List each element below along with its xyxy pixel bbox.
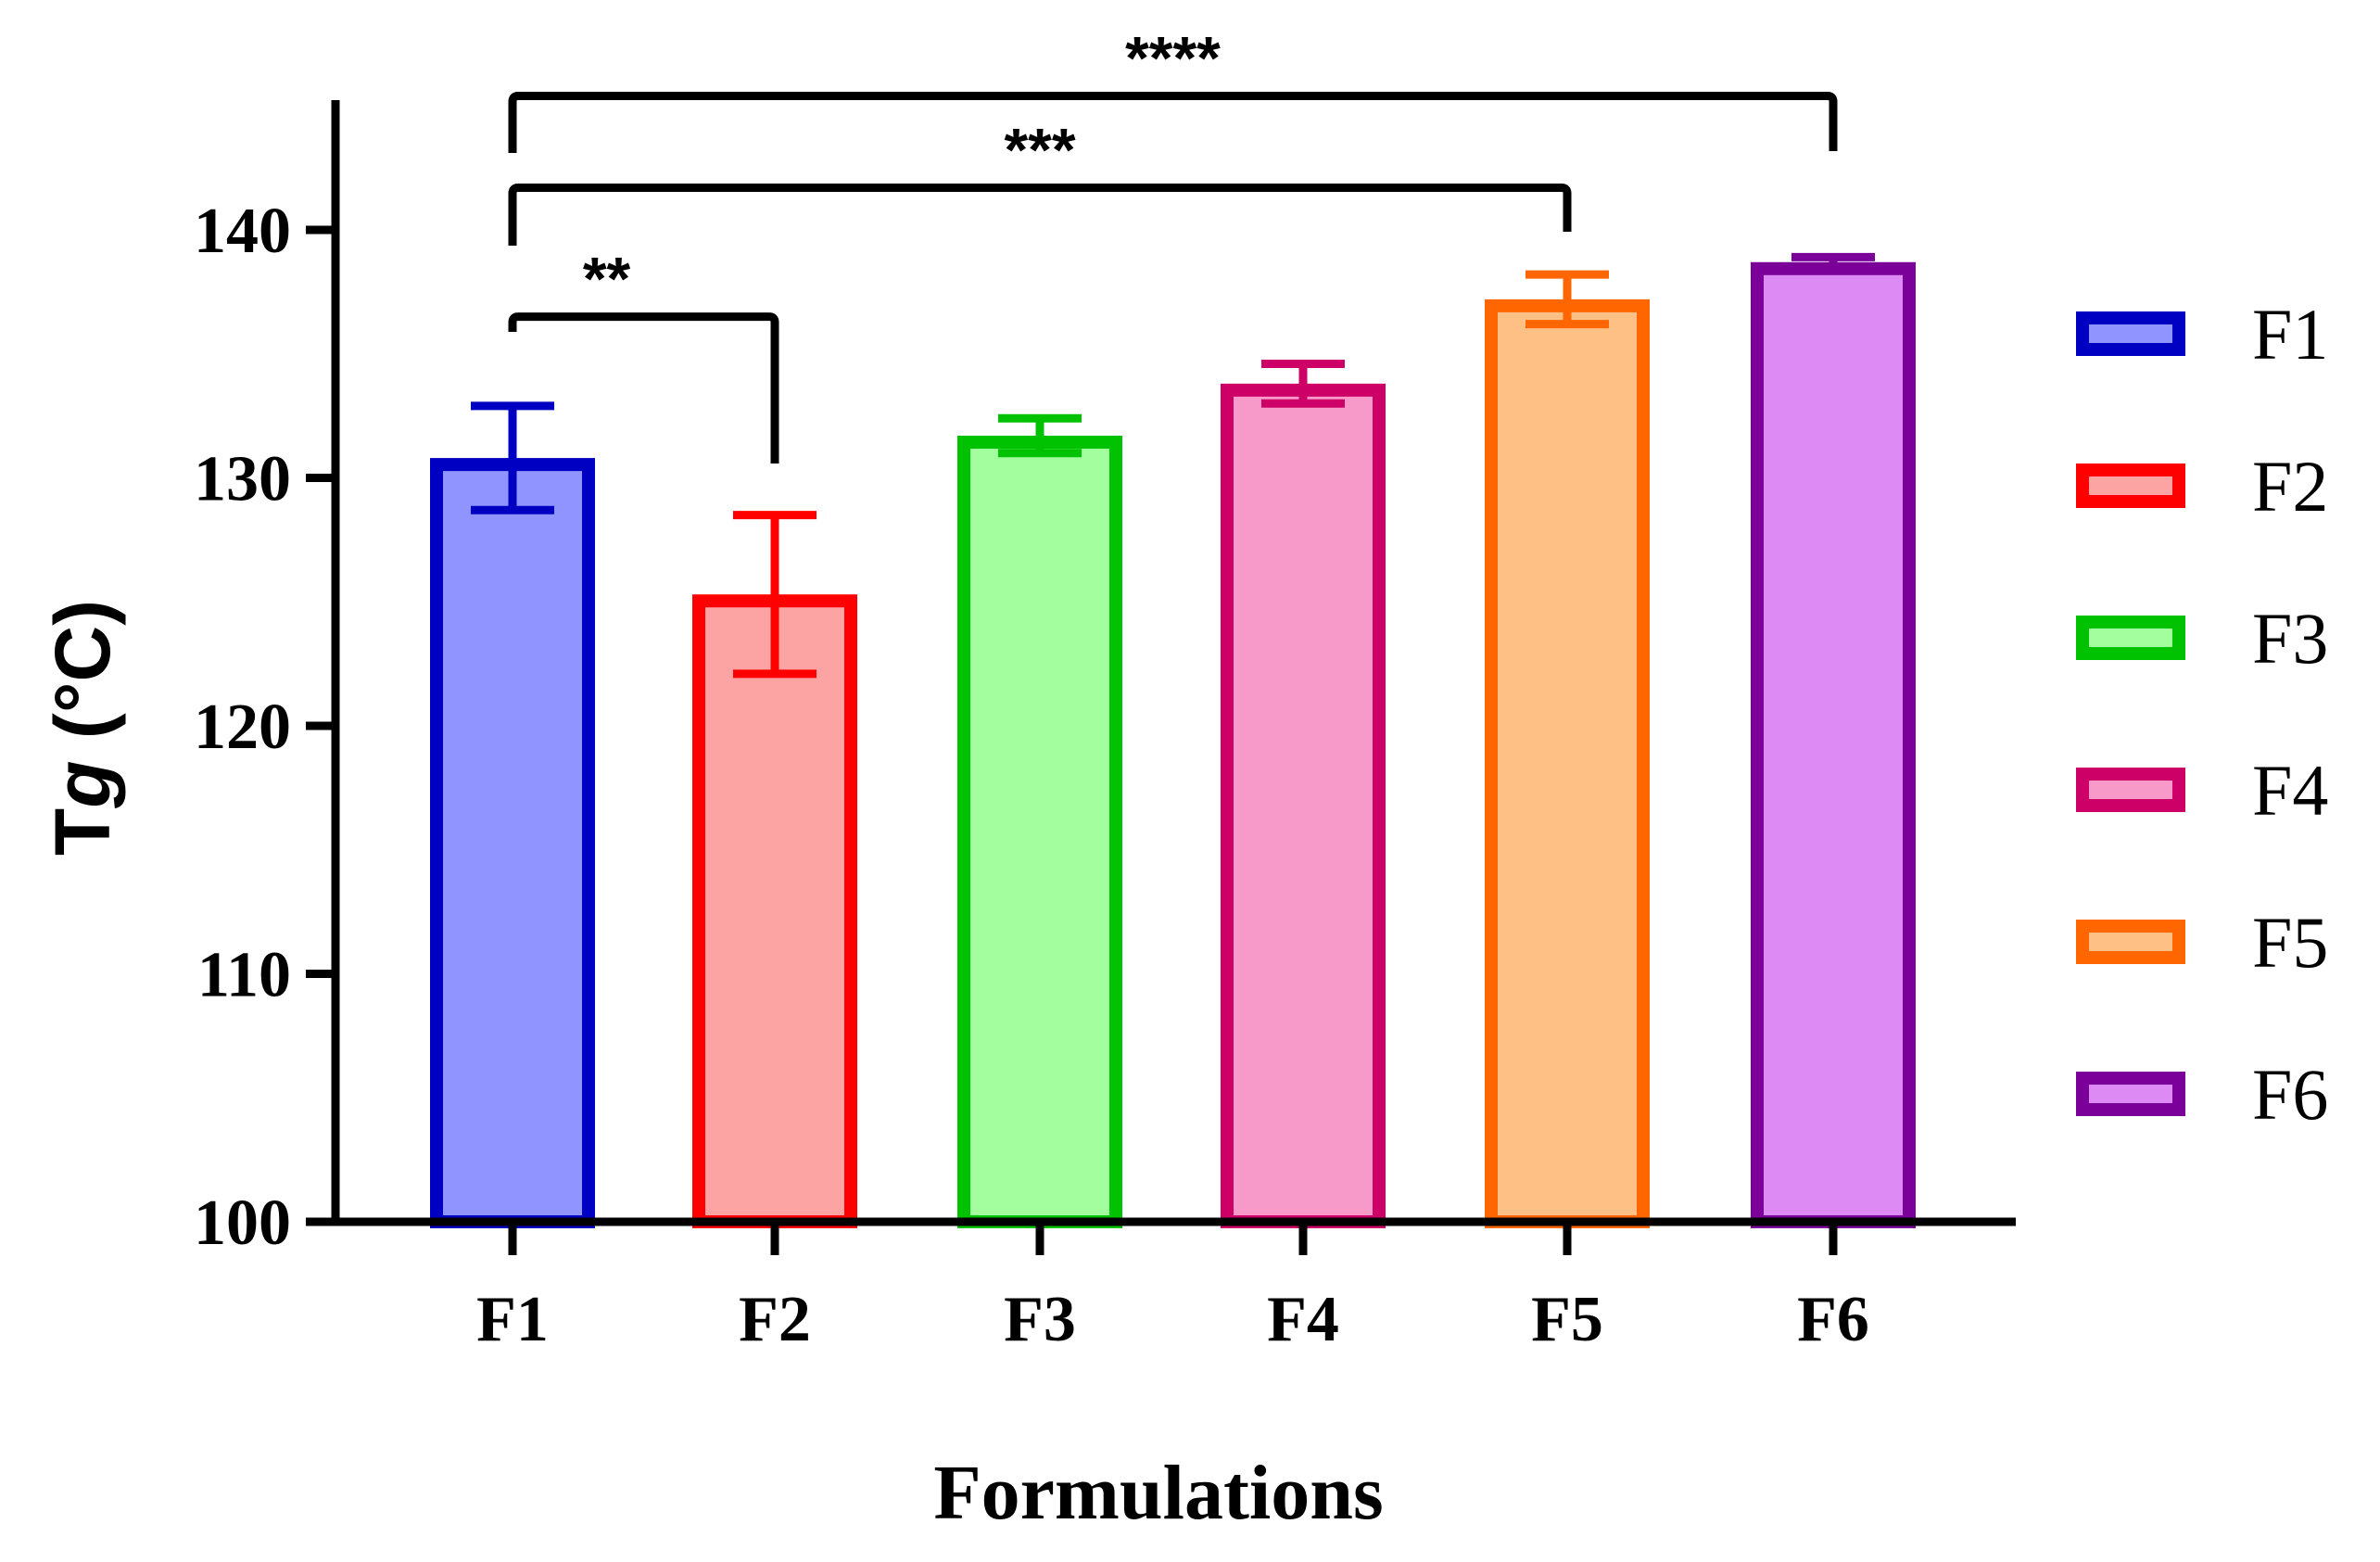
- axes-layer: 100 110 120 130 140 F1 F2 F3 F4 F5 F6: [194, 100, 2016, 1355]
- y-tick-label: 140: [194, 196, 291, 267]
- significance-layer: *********: [508, 24, 1838, 464]
- legend-item-f2: F2: [2076, 446, 2328, 527]
- significance-line: [508, 92, 1838, 153]
- x-tick-label-f6: F6: [1797, 1284, 1869, 1355]
- legend-item-f1: F1: [2076, 294, 2328, 375]
- x-tick-label-f2: F2: [739, 1284, 811, 1355]
- significance-bracket-f1-f6: ****: [508, 24, 1838, 153]
- y-axis-title-suffix: (°C): [39, 600, 126, 761]
- legend-label: F2: [2252, 446, 2328, 527]
- bar-f4: [1221, 383, 1386, 1229]
- significance-bracket-f1-f2: **: [508, 245, 779, 464]
- y-tick-label: 100: [194, 1187, 291, 1259]
- x-tick-label-f5: F5: [1531, 1284, 1603, 1355]
- y-tick-label: 110: [197, 940, 291, 1011]
- legend-item-f3: F3: [2076, 598, 2328, 679]
- y-axis-title-italic: g: [39, 760, 126, 808]
- significance-line: [508, 184, 1572, 246]
- bars-layer: [430, 261, 1916, 1229]
- error-bars-layer: [471, 252, 1875, 679]
- bar-f3: [957, 436, 1122, 1228]
- legend-item-f4: F4: [2076, 750, 2328, 831]
- bar-f5: [1485, 298, 1650, 1228]
- legend: F1 F2 F3 F4 F5 F6: [2076, 294, 2328, 1135]
- y-tick-label: 120: [194, 692, 291, 763]
- significance-label: **: [583, 245, 631, 313]
- legend-item-f5: F5: [2076, 902, 2328, 983]
- legend-label: F1: [2252, 294, 2328, 375]
- legend-swatch: [2076, 464, 2185, 508]
- legend-label: F6: [2252, 1054, 2328, 1135]
- significance-line: [508, 312, 779, 464]
- x-tick-label-f4: F4: [1267, 1284, 1339, 1355]
- x-tick-label-f3: F3: [1004, 1284, 1076, 1355]
- error-bar-f6: [1791, 252, 1875, 272]
- legend-item-f6: F6: [2076, 1054, 2328, 1135]
- significance-bracket-f1-f5: ***: [508, 116, 1572, 246]
- bar-f6: [1751, 261, 1916, 1228]
- error-bar-f3: [998, 413, 1082, 458]
- y-tick-label: 130: [194, 444, 291, 515]
- y-axis-title-prefix: T: [39, 808, 126, 856]
- legend-swatch: [2076, 920, 2185, 964]
- bar-f2: [692, 594, 857, 1228]
- x-axis-title: Formulations: [933, 1450, 1383, 1536]
- legend-label: F3: [2252, 598, 2328, 679]
- legend-swatch: [2076, 768, 2185, 812]
- error-bar-f2: [733, 511, 817, 679]
- y-axis-title: Tg (°C): [39, 600, 126, 856]
- legend-swatch: [2076, 616, 2185, 660]
- legend-swatch: [2076, 311, 2185, 356]
- significance-label: ***: [1004, 116, 1075, 184]
- error-bar-f4: [1261, 359, 1345, 408]
- error-bar-f5: [1525, 270, 1609, 329]
- legend-label: F5: [2252, 902, 2328, 983]
- x-tick-label-f1: F1: [476, 1284, 549, 1355]
- bar-f1: [430, 458, 595, 1229]
- significance-label: ****: [1125, 24, 1221, 93]
- legend-swatch: [2076, 1072, 2185, 1116]
- error-bar-f1: [471, 401, 554, 514]
- legend-label: F4: [2252, 750, 2328, 831]
